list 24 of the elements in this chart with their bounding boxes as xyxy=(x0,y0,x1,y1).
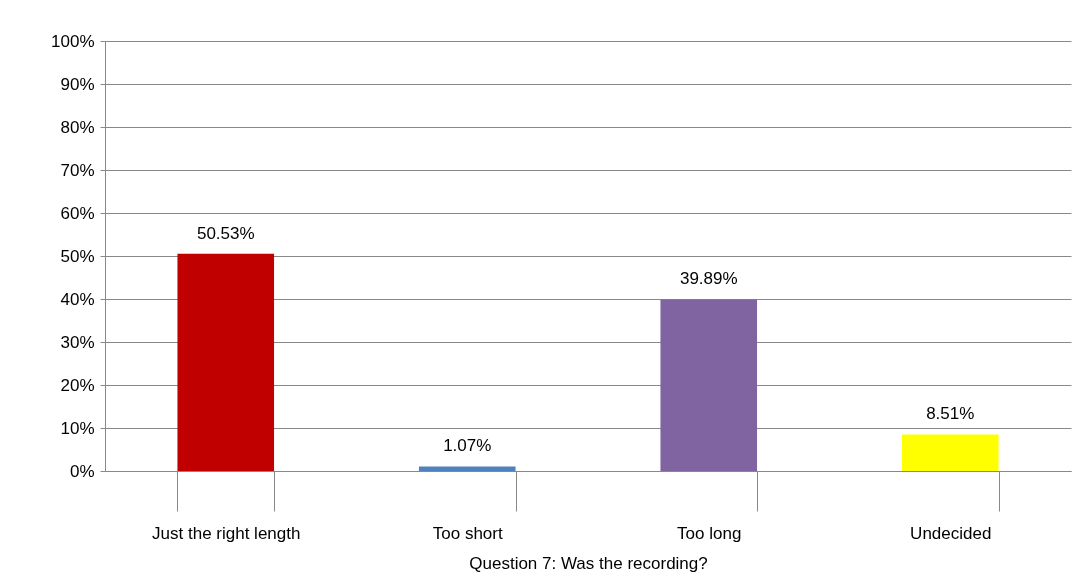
data-label: 1.07% xyxy=(443,436,492,456)
y-tick-label: 100% xyxy=(51,31,95,51)
data-label: 50.53% xyxy=(196,223,255,243)
x-tick-label: Just the right length xyxy=(152,523,301,543)
bar xyxy=(901,434,999,471)
y-tick-label: 0% xyxy=(69,461,95,481)
y-tick-label: 80% xyxy=(60,117,95,137)
x-tick-label: Too long xyxy=(677,523,742,543)
y-tick-label: 70% xyxy=(60,160,95,180)
x-axis-title: Question 7: Was the recording? xyxy=(469,553,708,573)
y-tick-label: 30% xyxy=(60,332,95,352)
bar xyxy=(418,466,516,471)
y-tick-label: 20% xyxy=(60,375,95,395)
y-tick-label: 40% xyxy=(60,289,95,309)
bar xyxy=(660,299,758,471)
y-tick-label: 60% xyxy=(60,203,95,223)
y-tick-label: 50% xyxy=(60,246,95,266)
x-tick-label: Too short xyxy=(432,523,503,543)
x-tick-label: Undecided xyxy=(910,523,992,543)
y-tick-label: 90% xyxy=(60,74,95,94)
bar xyxy=(177,253,275,471)
data-label: 8.51% xyxy=(926,404,975,424)
data-label: 39.89% xyxy=(679,269,738,289)
y-tick-label: 10% xyxy=(60,418,95,438)
